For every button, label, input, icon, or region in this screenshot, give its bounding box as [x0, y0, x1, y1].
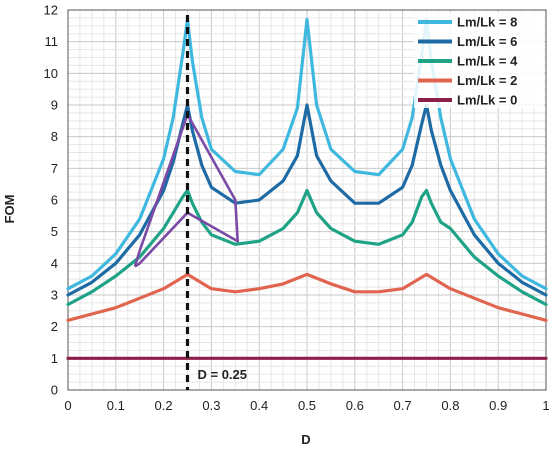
grid — [67, 9, 547, 391]
y-tick-label: 0 — [51, 383, 58, 398]
legend-label: Lm/Lk = 4 — [457, 54, 518, 69]
x-tick-label: 0.8 — [441, 398, 459, 413]
boundary-layer — [133, 113, 239, 268]
legend-label: Lm/Lk = 6 — [457, 34, 517, 49]
series-line-lm-lk-2 — [66, 272, 548, 322]
y-tick-label: 12 — [44, 3, 58, 18]
legend: Lm/Lk = 8 Lm/Lk = 6 Lm/Lk = 4 Lm/Lk = 2 Lm/L… — [414, 12, 544, 108]
series-line-lm-lk-4 — [66, 188, 548, 307]
series-line-lm-lk-8 — [66, 17, 548, 291]
d-marker-label: D = 0.25 — [198, 367, 248, 382]
x-tick-label: 0.2 — [155, 398, 173, 413]
x-tick-label: 0.1 — [107, 398, 125, 413]
y-tick-label: 7 — [51, 161, 58, 176]
x-tick-label: 0.4 — [250, 398, 268, 413]
x-tick-labels: 0 0.1 0.2 0.3 0.4 0.5 0.6 0.7 0.8 0.9 1 — [64, 398, 549, 413]
marker-layer: D = 0.25 — [185, 15, 248, 390]
x-tick-label: 1 — [542, 398, 549, 413]
y-tick-label: 9 — [51, 98, 58, 113]
x-tick-label: 0.9 — [489, 398, 507, 413]
series-layer — [66, 17, 548, 360]
legend-label: Lm/Lk = 2 — [457, 73, 517, 88]
x-tick-label: 0.5 — [298, 398, 316, 413]
y-tick-label: 4 — [51, 256, 58, 271]
y-tick-label: 1 — [51, 351, 58, 366]
x-tick-label: 0 — [64, 398, 71, 413]
legend-label: Lm/Lk = 0 — [457, 93, 517, 108]
y-tick-label: 2 — [51, 319, 58, 334]
plot-frame — [67, 9, 547, 391]
operating-boundary — [133, 113, 239, 268]
y-tick-label: 5 — [51, 224, 58, 239]
y-tick-label: 8 — [51, 129, 58, 144]
y-tick-label: 10 — [44, 66, 58, 81]
y-tick-label: 11 — [45, 34, 59, 49]
x-axis-title: D — [301, 432, 310, 447]
x-tick-label: 0.6 — [346, 398, 364, 413]
x-tick-label: 0.7 — [394, 398, 412, 413]
series-line-lm-lk-6 — [66, 103, 548, 297]
y-axis-title: FOM — [2, 195, 17, 224]
y-tick-label: 6 — [51, 193, 58, 208]
legend-label: Lm/Lk = 8 — [457, 15, 517, 30]
x-tick-label: 0.3 — [202, 398, 220, 413]
y-tick-label: 3 — [51, 288, 58, 303]
